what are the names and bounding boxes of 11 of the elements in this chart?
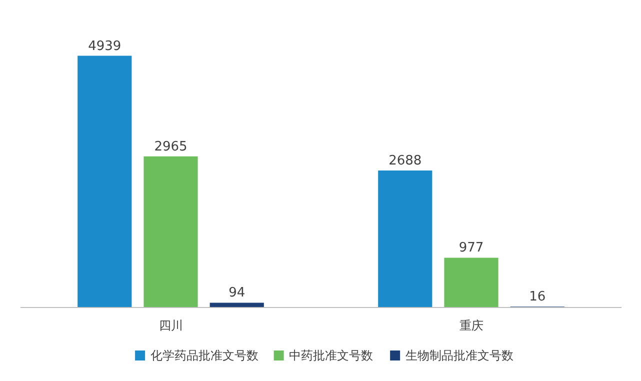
- data-label: 977: [458, 240, 484, 256]
- legend-label: 中药批准文号数: [289, 348, 374, 362]
- data-label: 4939: [88, 38, 122, 54]
- legend-label: 生物制品批准文号数: [405, 348, 514, 362]
- data-label: 2965: [154, 139, 188, 154]
- data-label: 16: [529, 290, 546, 305]
- data-label: 94: [228, 286, 246, 301]
- data-label: 2688: [388, 154, 422, 169]
- x-tick-label: 重庆: [459, 318, 484, 332]
- legend-label: 化学药品批准文号数: [150, 348, 258, 362]
- x-tick-label: 四川: [158, 318, 183, 332]
